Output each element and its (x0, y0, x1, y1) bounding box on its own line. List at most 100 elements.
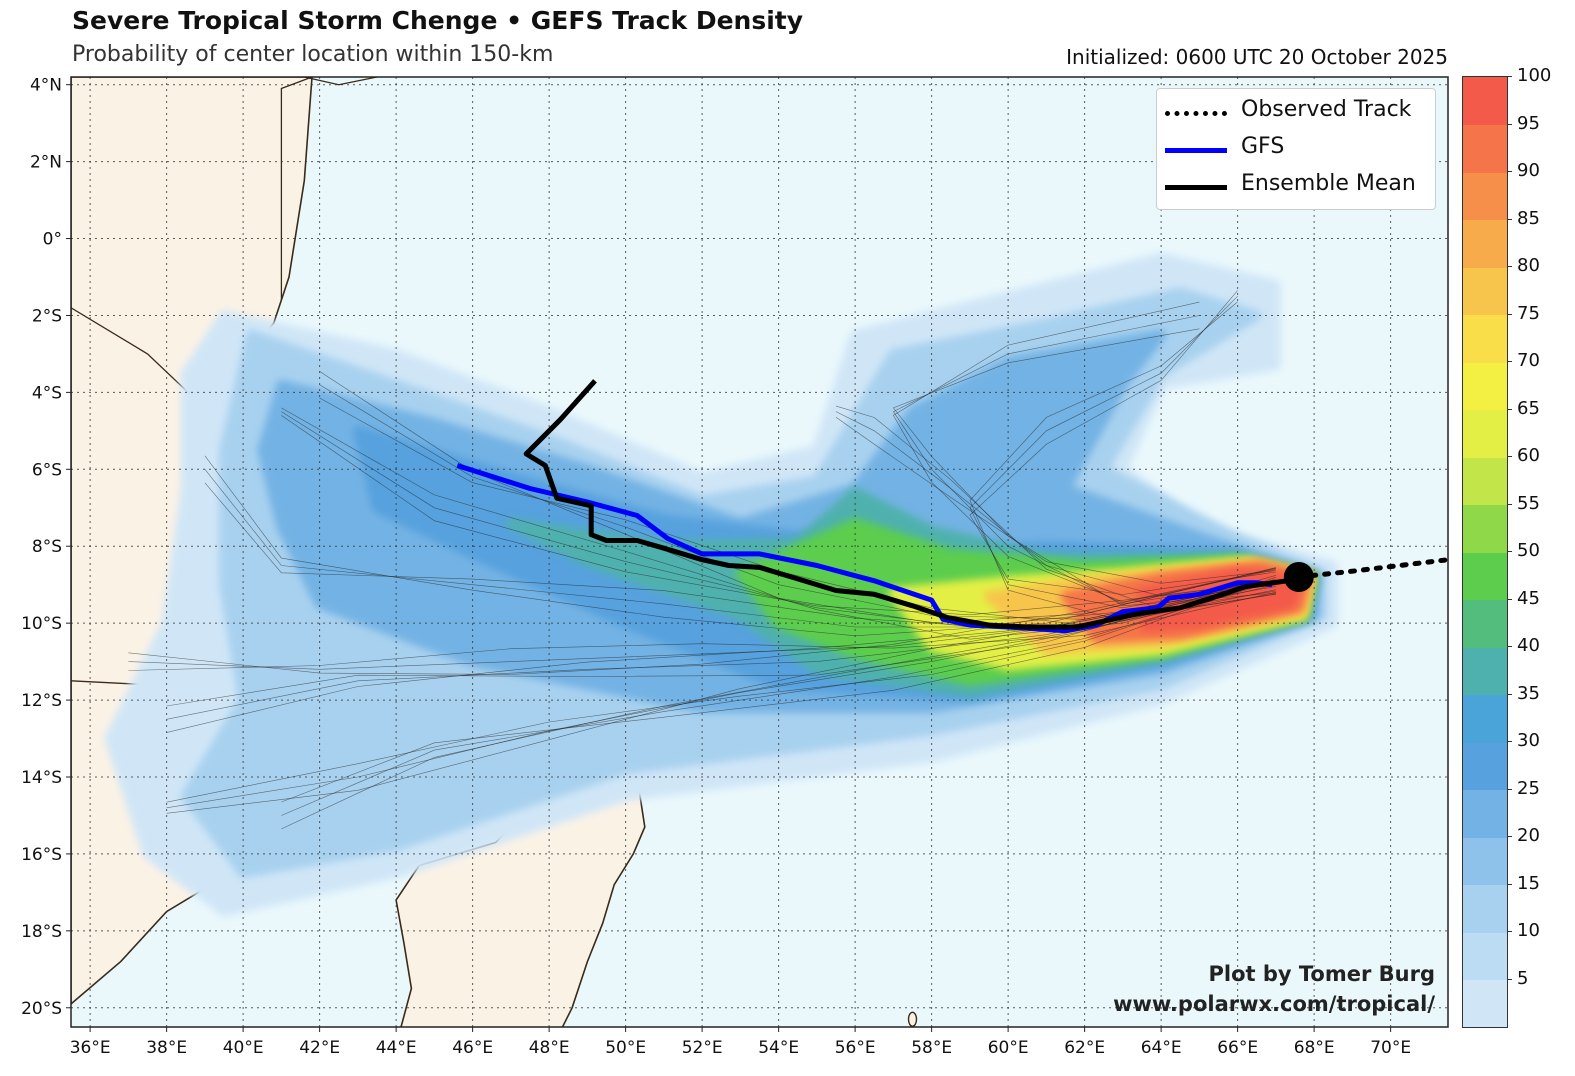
lon-tick-label: 56°E (835, 1038, 876, 1058)
member-track (281, 415, 1276, 616)
credit-author: Plot by Tomer Burg (1208, 962, 1436, 986)
colorbar-segment (1463, 884, 1507, 933)
colorbar-label: 90 (1517, 160, 1540, 181)
colorbar-label: 30 (1517, 730, 1540, 751)
colorbar-segment (1463, 932, 1507, 980)
lat-tick-label: 4°S (32, 383, 62, 403)
colorbar-segment (1463, 172, 1507, 220)
initialized-time: Initialized: 0600 UTC 20 October 2025 (1066, 45, 1448, 69)
member-track (166, 586, 1276, 733)
lon-tick-label: 50°E (605, 1038, 646, 1058)
colorbar-segment (1463, 77, 1507, 125)
colorbar-segment (1463, 552, 1507, 600)
colorbar-segment (1463, 599, 1507, 648)
member-track (892, 301, 1276, 603)
colorbar-label: 85 (1517, 207, 1540, 229)
colorbar-tick (1507, 788, 1512, 790)
lat-tick-label: 2°N (30, 153, 62, 173)
colorbar-tick (1507, 836, 1512, 837)
gfs-track (456, 463, 1273, 634)
lon-tick-label: 64°E (1141, 1038, 1182, 1058)
map-frame (70, 76, 1449, 1028)
lon-tick-label: 48°E (529, 1038, 570, 1058)
legend: Observed Track GFS Ensemble Mean (1156, 88, 1436, 210)
colorbar-label: 55 (1517, 492, 1540, 514)
credit-url: www.polarwx.com/tropical/ (1113, 992, 1435, 1016)
lon-tick-label: 52°E (682, 1038, 723, 1058)
lat-tick-label: 20°S (21, 999, 62, 1019)
lat-tick-label: 14°S (21, 768, 62, 788)
colorbar-segment (1463, 457, 1507, 505)
lat-tick-label: 0° (43, 230, 62, 250)
lon-tick-label: 68°E (1294, 1038, 1335, 1058)
colorbar-segment (1463, 789, 1507, 838)
member-track (319, 384, 1276, 620)
lon-tick-label: 60°E (988, 1038, 1029, 1058)
colorbar-label: 70 (1517, 350, 1540, 371)
colorbar-tick (1507, 693, 1512, 695)
colorbar-label: 45 (1517, 587, 1540, 609)
lon-tick-label: 58°E (911, 1038, 952, 1058)
lon-tick-label: 38°E (146, 1038, 187, 1058)
colorbar-tick (1507, 456, 1512, 457)
colorbar-label: 80 (1517, 255, 1540, 276)
lat-tick-label: 4°N (30, 76, 62, 96)
colorbar-label: 65 (1517, 397, 1540, 419)
colorbar-label: 100 (1517, 65, 1552, 86)
member-track (835, 416, 1276, 584)
colorbar-tick (1507, 408, 1512, 410)
ensemble-mean-track (523, 379, 1288, 630)
member-track (281, 576, 1277, 803)
colorbar-segment (1463, 314, 1507, 363)
gridlines (71, 77, 1448, 1027)
colorbar (1462, 76, 1508, 1028)
colorbar-segment (1463, 124, 1507, 173)
colorbar-tick (1507, 218, 1512, 220)
colorbar-tick (1507, 123, 1512, 125)
colorbar-tick (1507, 598, 1512, 600)
colorbar-tick (1507, 361, 1512, 362)
legend-label-observed: Observed Track (1241, 97, 1412, 122)
colorbar-segment (1463, 694, 1507, 743)
lon-tick-label: 54°E (758, 1038, 799, 1058)
colorbar-tick (1507, 551, 1512, 552)
legend-swatch-gfs (1165, 148, 1227, 153)
lon-tick-label: 40°E (223, 1038, 264, 1058)
colorbar-segment (1463, 219, 1507, 268)
colorbar-label: 60 (1517, 445, 1540, 466)
colorbar-segment (1463, 837, 1507, 885)
colorbar-label: 10 (1517, 920, 1540, 941)
member-track (969, 295, 1276, 609)
legend-item-gfs: GFS (1165, 132, 1435, 166)
colorbar-segment (1463, 267, 1507, 315)
colorbar-tick (1507, 171, 1512, 172)
lon-tick-label: 70°E (1370, 1038, 1411, 1058)
lon-tick-label: 44°E (376, 1038, 417, 1058)
colorbar-label: 40 (1517, 635, 1540, 656)
lat-tick-label: 18°S (21, 922, 62, 942)
colorbar-segment (1463, 647, 1507, 695)
legend-label-mean: Ensemble Mean (1241, 171, 1416, 196)
colorbar-tick (1507, 978, 1512, 980)
border-ethiopia (304, 77, 378, 86)
legend-swatch-mean (1165, 185, 1227, 190)
observed-track (1296, 557, 1448, 580)
lat-tick-label: 12°S (21, 691, 62, 711)
colorbar-label: 50 (1517, 540, 1540, 561)
longitude-axis: 36°E 38°E 40°E 42°E 44°E 46°E 48°E 50°E 52°E 54°E… (70, 1027, 1411, 1058)
member-track (835, 411, 1276, 597)
colorbar-tick (1507, 931, 1512, 932)
lat-tick-label: 10°S (21, 614, 62, 634)
colorbar-tick (1507, 266, 1512, 267)
member-track (204, 455, 1276, 637)
member-track (281, 580, 1276, 816)
colorbar-segment (1463, 742, 1507, 790)
storm-center-marker (1283, 562, 1314, 592)
colorbar-label: 95 (1517, 112, 1540, 134)
colorbar-label: 25 (1517, 777, 1540, 799)
colorbar-label: 5 (1517, 967, 1529, 989)
border-somalia-kenya (280, 77, 313, 301)
colorbar-label: 20 (1517, 825, 1540, 846)
island (907, 1011, 918, 1027)
